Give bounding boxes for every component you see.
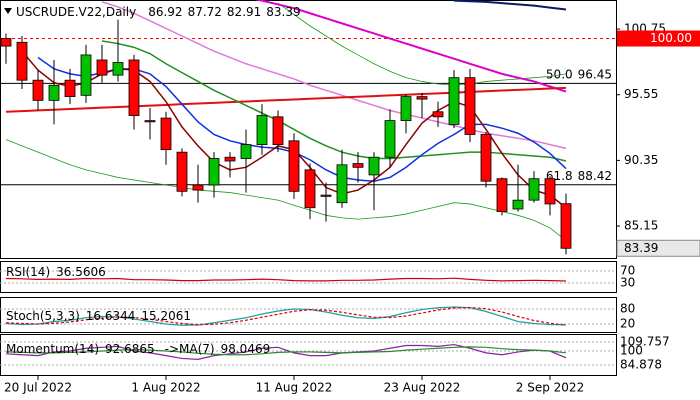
candle-body bbox=[320, 194, 332, 197]
panel-title: USCRUDE.V22,Daily 86.92 87.72 82.91 83.39 bbox=[16, 5, 301, 19]
candle-body bbox=[304, 169, 316, 209]
candle-body bbox=[432, 111, 444, 118]
candle-body bbox=[240, 144, 252, 159]
close-value: 83.39 bbox=[266, 5, 300, 19]
candle-body bbox=[512, 199, 524, 210]
fib-value: 96.45 bbox=[578, 67, 612, 81]
y-tick-label: 90.35 bbox=[624, 153, 658, 167]
candle-body bbox=[464, 77, 476, 135]
last-price-label: 83.39 bbox=[624, 241, 658, 255]
candle-body bbox=[528, 178, 540, 201]
candle-body bbox=[16, 41, 28, 81]
candle-body bbox=[352, 163, 364, 168]
candle-body bbox=[0, 38, 12, 47]
y-tick-label: 109.757 bbox=[620, 335, 670, 349]
line-series bbox=[453, 0, 567, 11]
fib-level: 50.0 bbox=[546, 67, 573, 81]
candle-body bbox=[384, 120, 396, 158]
x-tick-label: 1 Aug 2022 bbox=[131, 381, 200, 395]
candle-body bbox=[496, 178, 508, 212]
candle-body bbox=[272, 116, 284, 145]
indicator-value: 16.6344 bbox=[86, 309, 136, 323]
line-series bbox=[5, 346, 567, 356]
candle-body bbox=[400, 96, 412, 122]
fib-value: 88.42 bbox=[578, 168, 612, 182]
y-tick-label: 80 bbox=[620, 302, 635, 316]
candle-body bbox=[560, 203, 572, 249]
line-series bbox=[277, 2, 567, 86]
rsi-panel bbox=[0, 261, 617, 293]
panel-title: Momentum(14) 92.6865 ->MA(7) 98.0469 bbox=[6, 342, 270, 356]
indicator-value: 98.0469 bbox=[221, 342, 271, 356]
y-tick-label: 84.878 bbox=[620, 358, 662, 372]
x-tick-label: 20 Jul 2022 bbox=[4, 381, 72, 395]
candle-body bbox=[208, 158, 220, 186]
main-panel bbox=[0, 0, 617, 259]
line-series bbox=[5, 343, 567, 360]
last-price-box bbox=[616, 239, 700, 257]
y-tick-label: 70 bbox=[620, 264, 635, 278]
candle-body bbox=[368, 156, 380, 176]
symbol: USCRUDE.V22,Daily bbox=[16, 5, 136, 19]
indicator-name: Stoch(5,3,3) bbox=[6, 309, 80, 323]
line-series bbox=[5, 277, 567, 282]
x-tick-label: 23 Aug 2022 bbox=[384, 381, 461, 395]
indicator-value: 15.2061 bbox=[141, 309, 191, 323]
momentum-panel bbox=[0, 334, 617, 376]
line-series bbox=[5, 306, 567, 326]
candle-body bbox=[288, 140, 300, 192]
candle-body bbox=[112, 62, 124, 76]
y-tick-label: 100 bbox=[620, 344, 643, 358]
y-tick-label: 30 bbox=[620, 276, 635, 290]
marker-label: 100.00 bbox=[650, 31, 692, 45]
y-tick-label: 20 bbox=[620, 317, 635, 331]
indicator-name: RSI(14) bbox=[6, 265, 50, 279]
x-tick-label: 11 Aug 2022 bbox=[256, 381, 333, 395]
candle-body bbox=[480, 134, 492, 182]
candle-body bbox=[336, 164, 348, 204]
line-series bbox=[254, 0, 567, 93]
fib-label: 61.8 88.42 bbox=[546, 168, 612, 182]
candle-body bbox=[176, 151, 188, 192]
menu-icon bbox=[4, 8, 12, 14]
series-name: ->MA(7) bbox=[165, 342, 215, 356]
candle-body bbox=[96, 59, 108, 76]
open-value: 86.92 bbox=[148, 5, 182, 19]
candle-body bbox=[128, 59, 140, 116]
line-series bbox=[5, 139, 567, 241]
panel-title: RSI(14) 36.5606 bbox=[6, 265, 106, 279]
candle-body bbox=[160, 117, 172, 151]
candle-body bbox=[256, 115, 268, 145]
candle-body bbox=[448, 77, 460, 125]
indicator-value: 36.5606 bbox=[56, 265, 106, 279]
candle-body bbox=[48, 84, 60, 101]
candle-body bbox=[224, 156, 236, 162]
y-tick-label: 95.55 bbox=[624, 87, 658, 101]
line-series bbox=[5, 306, 567, 326]
candle-body bbox=[144, 120, 156, 123]
candle-body bbox=[32, 79, 44, 101]
low-value: 82.91 bbox=[227, 5, 261, 19]
indicator-value: 92.6865 bbox=[105, 342, 155, 356]
candle-body bbox=[416, 96, 428, 100]
candle-body bbox=[192, 184, 204, 191]
x-tick-label: 2 Sep 2022 bbox=[516, 381, 584, 395]
high-value: 87.72 bbox=[188, 5, 222, 19]
marker-box bbox=[617, 30, 700, 47]
fib-label: 50.0 96.45 bbox=[546, 67, 612, 81]
indicator-name: Momentum(14) bbox=[6, 342, 99, 356]
panel-title: Stoch(5,3,3) 16.6344 15.2061 bbox=[6, 309, 191, 323]
y-tick-label: 85.15 bbox=[624, 219, 658, 233]
candle-body bbox=[544, 178, 556, 205]
stoch-panel bbox=[0, 297, 617, 333]
candle-body bbox=[80, 54, 92, 96]
candle-body bbox=[64, 79, 76, 98]
